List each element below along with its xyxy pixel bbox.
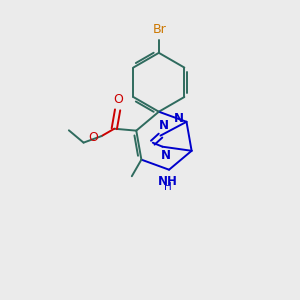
- Text: H: H: [164, 182, 172, 192]
- Text: O: O: [88, 131, 98, 144]
- Text: N: N: [174, 112, 184, 125]
- Text: NH: NH: [158, 175, 178, 188]
- Text: Br: Br: [152, 23, 166, 36]
- Text: N: N: [160, 149, 170, 162]
- Text: N: N: [158, 119, 168, 132]
- Text: O: O: [113, 93, 123, 106]
